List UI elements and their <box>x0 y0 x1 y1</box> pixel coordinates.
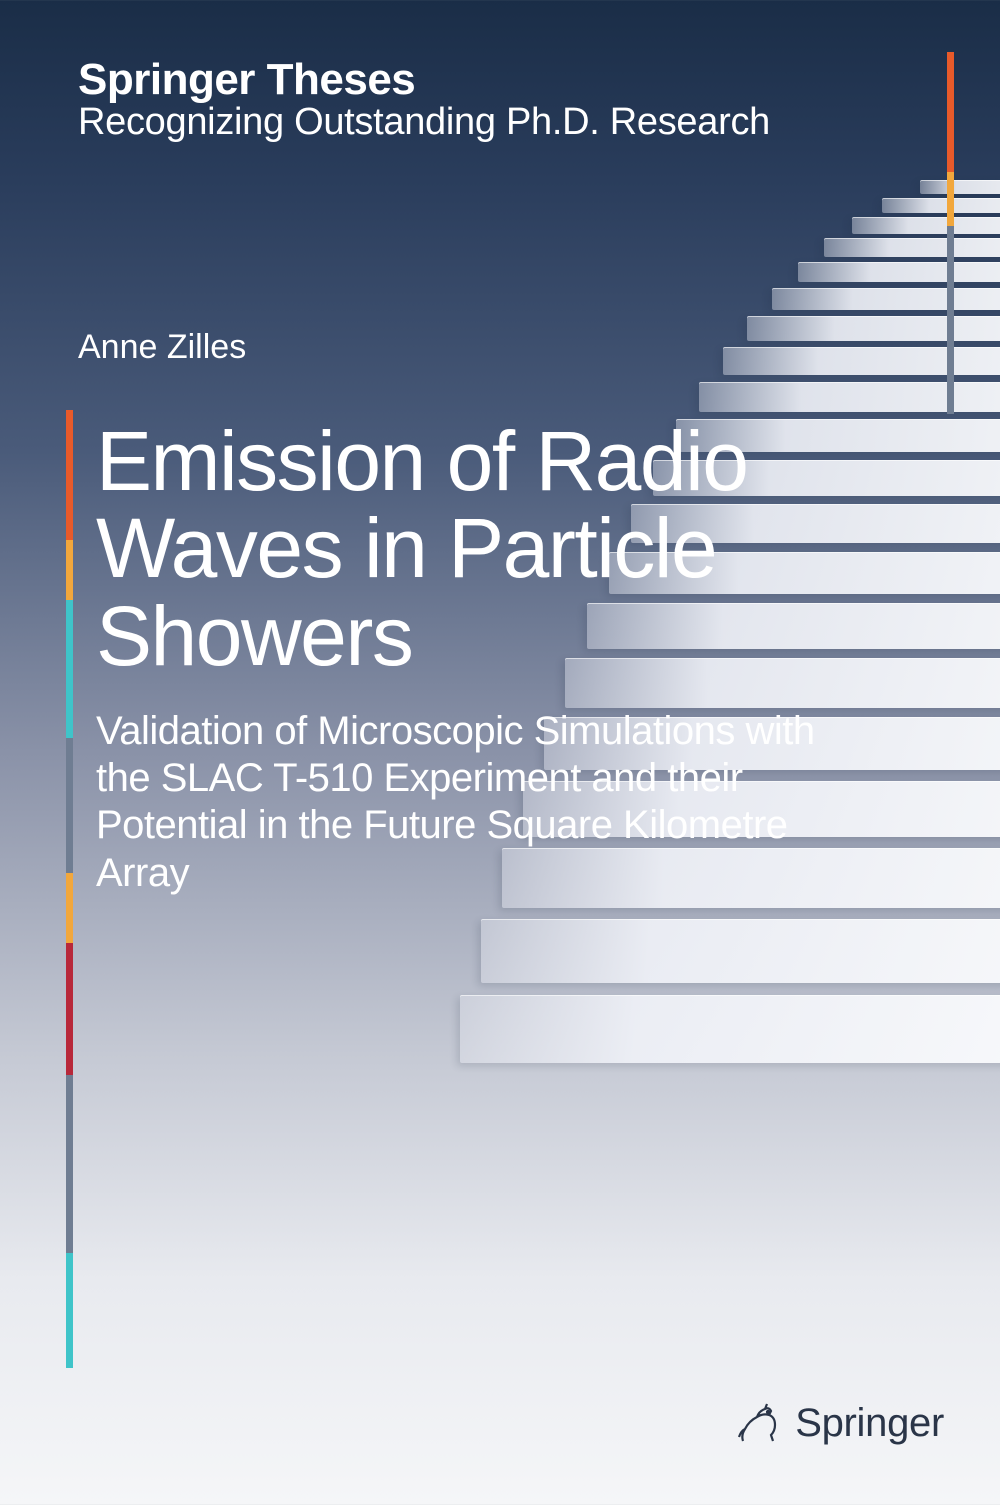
left-bar-segment <box>66 1253 73 1368</box>
step-layer <box>460 995 1000 1063</box>
step-layer <box>852 217 1000 233</box>
left-accent-bar <box>66 410 73 1368</box>
left-bar-segment <box>66 873 73 943</box>
right-bar-segment <box>947 172 954 226</box>
left-bar-segment <box>66 600 73 738</box>
subtitle: Validation of Microscopic Simulations wi… <box>96 708 856 897</box>
step-layer <box>747 316 1000 341</box>
left-bar-segment <box>66 943 73 1075</box>
author-name: Anne Zilles <box>78 328 246 367</box>
left-bar-segment <box>66 1075 73 1253</box>
left-bar-segment <box>66 738 73 873</box>
right-accent-bar <box>947 52 954 414</box>
step-layer <box>699 382 1000 412</box>
series-subtitle: Recognizing Outstanding Ph.D. Research <box>78 101 770 144</box>
step-layer <box>723 347 1000 374</box>
springer-horse-icon <box>735 1397 783 1449</box>
main-title: Emission of Radio Waves in Particle Show… <box>96 418 856 680</box>
left-bar-segment <box>66 540 73 600</box>
series-header: Springer Theses Recognizing Outstanding … <box>78 55 770 144</box>
step-layer <box>481 919 1000 983</box>
series-title: Springer Theses <box>78 55 770 105</box>
step-layer <box>772 288 1000 310</box>
publisher-block: Springer <box>735 1397 944 1449</box>
step-layer <box>824 238 1000 256</box>
right-bar-segment <box>947 52 954 172</box>
step-layer <box>882 198 1000 213</box>
step-layer <box>798 262 1000 282</box>
publisher-name: Springer <box>795 1401 944 1446</box>
left-bar-segment <box>66 410 73 540</box>
right-bar-segment <box>947 226 954 414</box>
title-block: Emission of Radio Waves in Particle Show… <box>96 418 856 897</box>
step-layer <box>920 180 1000 194</box>
